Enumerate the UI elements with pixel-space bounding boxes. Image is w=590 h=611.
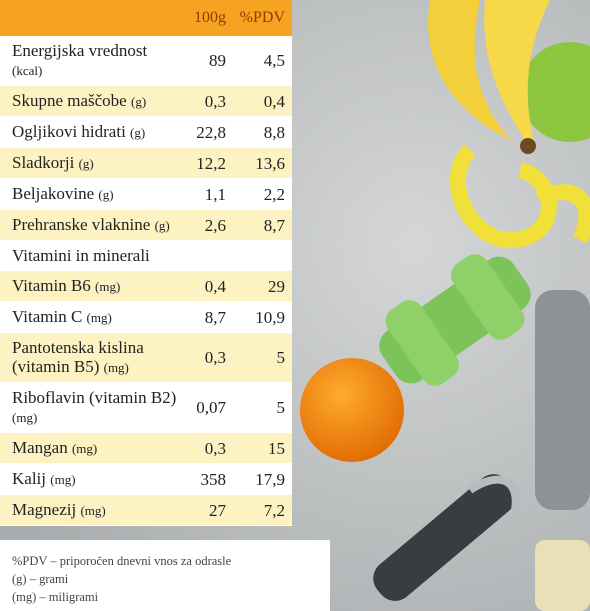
value-100g: 27 (209, 500, 226, 520)
table-row: Beljakovine (g) 1,1 2,2 (0, 179, 292, 210)
unit: (g) (78, 156, 94, 171)
unit: (g) (130, 94, 147, 109)
unit: (g) (98, 187, 114, 202)
value-pdv: 4,5 (263, 51, 285, 70)
nutrient-cell: Mangan (mg) (0, 438, 180, 458)
value-pdv: 17,9 (255, 469, 285, 489)
value-100g: 1,1 (204, 184, 226, 204)
value-pdv: 5 (276, 398, 286, 417)
value-pdv: 10,9 (255, 307, 285, 327)
nutrient-cell: Riboflavin (vitamin B2) (mg) (0, 388, 180, 427)
nutrient-cell: Kalij (mg) (0, 469, 180, 489)
value-pdv: 5 (276, 348, 286, 367)
table-header: 100g %PDV (0, 0, 292, 36)
nutrient-name: Kalij (12, 469, 46, 488)
nutrient-name: Skupne maščobe (12, 91, 127, 110)
nutrient-cell: Energijska vrednost (kcal) (0, 41, 180, 80)
unit: (mg) (86, 310, 112, 325)
unit: (mg) (50, 472, 76, 487)
value-pdv: 8,7 (263, 215, 285, 235)
value-pdv: 0,4 (263, 91, 285, 111)
nutrient-name: Magnezij (12, 500, 77, 519)
nutrient-cell: Skupne maščobe (g) (0, 91, 180, 111)
table-row: Kalij (mg) 358 17,9 (0, 464, 292, 495)
nutrient-name: Pantotenska kislina (vitamin B5) (12, 338, 144, 376)
table-row: Sladkorji (g) 12,2 13,6 (0, 148, 292, 179)
footnote: %PDV – priporočen dnevni vnos za odrasle (12, 554, 232, 568)
table-row: Ogljikovi hidrati (g) 22,8 8,8 (0, 117, 292, 148)
nutrient-name: Beljakovine (12, 184, 95, 203)
value-100g: 8,7 (204, 307, 226, 327)
nutrient-name: Riboflavin (vitamin B2) (12, 388, 177, 407)
value-pdv: 8,8 (263, 122, 285, 142)
table-row: Riboflavin (vitamin B2) (mg) 0,07 5 (0, 383, 292, 433)
table-row: Vitamini in minerali (0, 241, 292, 271)
value-pdv: 13,6 (255, 153, 285, 173)
table-row: Vitamin C (mg) 8,7 10,9 (0, 302, 292, 333)
nutrient-name: Vitamin B6 (12, 276, 91, 295)
unit: (mg) (12, 410, 38, 425)
nutrient-cell: Vitamini in minerali (0, 246, 180, 265)
unit: (mg) (71, 441, 98, 456)
unit: (mg) (95, 279, 121, 294)
nutrient-cell: Ogljikovi hidrati (g) (0, 122, 180, 142)
nutrient-cell: Vitamin B6 (mg) (0, 276, 180, 296)
value-100g: 89 (209, 51, 226, 70)
footnote: (mg) – miligrami (12, 590, 99, 604)
value-100g: 2,6 (204, 215, 226, 235)
footnotes: %PDV – priporočen dnevni vnos za odrasle… (0, 540, 330, 611)
table-row: Prehranske vlaknine (g) 2,6 8,7 (0, 210, 292, 241)
value-100g: 0,4 (204, 276, 226, 296)
table-row: Magnezij (mg) 27 7,2 (0, 495, 292, 526)
footnote: (g) – grami (12, 572, 69, 586)
unit: (kcal) (12, 63, 43, 78)
nutrient-cell: Magnezij (mg) (0, 500, 180, 520)
column-header: 100g (194, 9, 226, 26)
value-pdv: 7,2 (263, 500, 285, 520)
value-100g: 0,3 (204, 438, 226, 458)
nutrient-name: Prehranske vlaknine (12, 215, 151, 234)
nutrient-cell: Sladkorji (g) (0, 153, 180, 173)
nutrient-cell: Vitamin C (mg) (0, 307, 180, 327)
value-100g: 12,2 (196, 153, 226, 173)
table-row: Vitamin B6 (mg) 0,4 29 (0, 271, 292, 302)
value-100g: 0,07 (196, 398, 226, 417)
nutrient-cell: Beljakovine (g) (0, 184, 180, 204)
value-pdv: 2,2 (263, 184, 285, 204)
unit: (mg) (80, 503, 106, 518)
value-100g: 0,3 (204, 348, 226, 367)
nutrient-cell: Prehranske vlaknine (g) (0, 215, 180, 235)
nutrient-name: Energijska vrednost (12, 41, 148, 60)
table-row: Mangan (mg) 0,3 15 (0, 433, 292, 464)
unit: (mg) (103, 360, 129, 375)
nutrient-cell: Pantotenska kislina (vitamin B5) (mg) (0, 338, 180, 377)
nutrient-name: Sladkorji (12, 153, 75, 172)
value-100g: 358 (200, 469, 227, 489)
table-row: Skupne maščobe (g) 0,3 0,4 (0, 86, 292, 117)
table-row: Energijska vrednost (kcal) 89 4,5 (0, 36, 292, 86)
table-row: Pantotenska kislina (vitamin B5) (mg) 0,3… (0, 333, 292, 383)
nutrient-name: Ogljikovi hidrati (12, 122, 126, 141)
nutrient-name: Mangan (12, 438, 68, 457)
column-header: %PDV (239, 9, 285, 26)
unit: (g) (154, 218, 170, 233)
value-pdv: 15 (268, 438, 285, 458)
unit: (g) (130, 125, 146, 140)
nutrient-name: Vitamin C (12, 307, 83, 326)
nutrition-table: 100g %PDV Energijska vrednost (kcal) 89 4,… (0, 0, 292, 526)
value-100g: 0,3 (204, 91, 226, 111)
value-pdv: 29 (268, 276, 285, 296)
value-100g: 22,8 (196, 122, 226, 142)
nutrient-name: Vitamini in minerali (12, 246, 150, 265)
